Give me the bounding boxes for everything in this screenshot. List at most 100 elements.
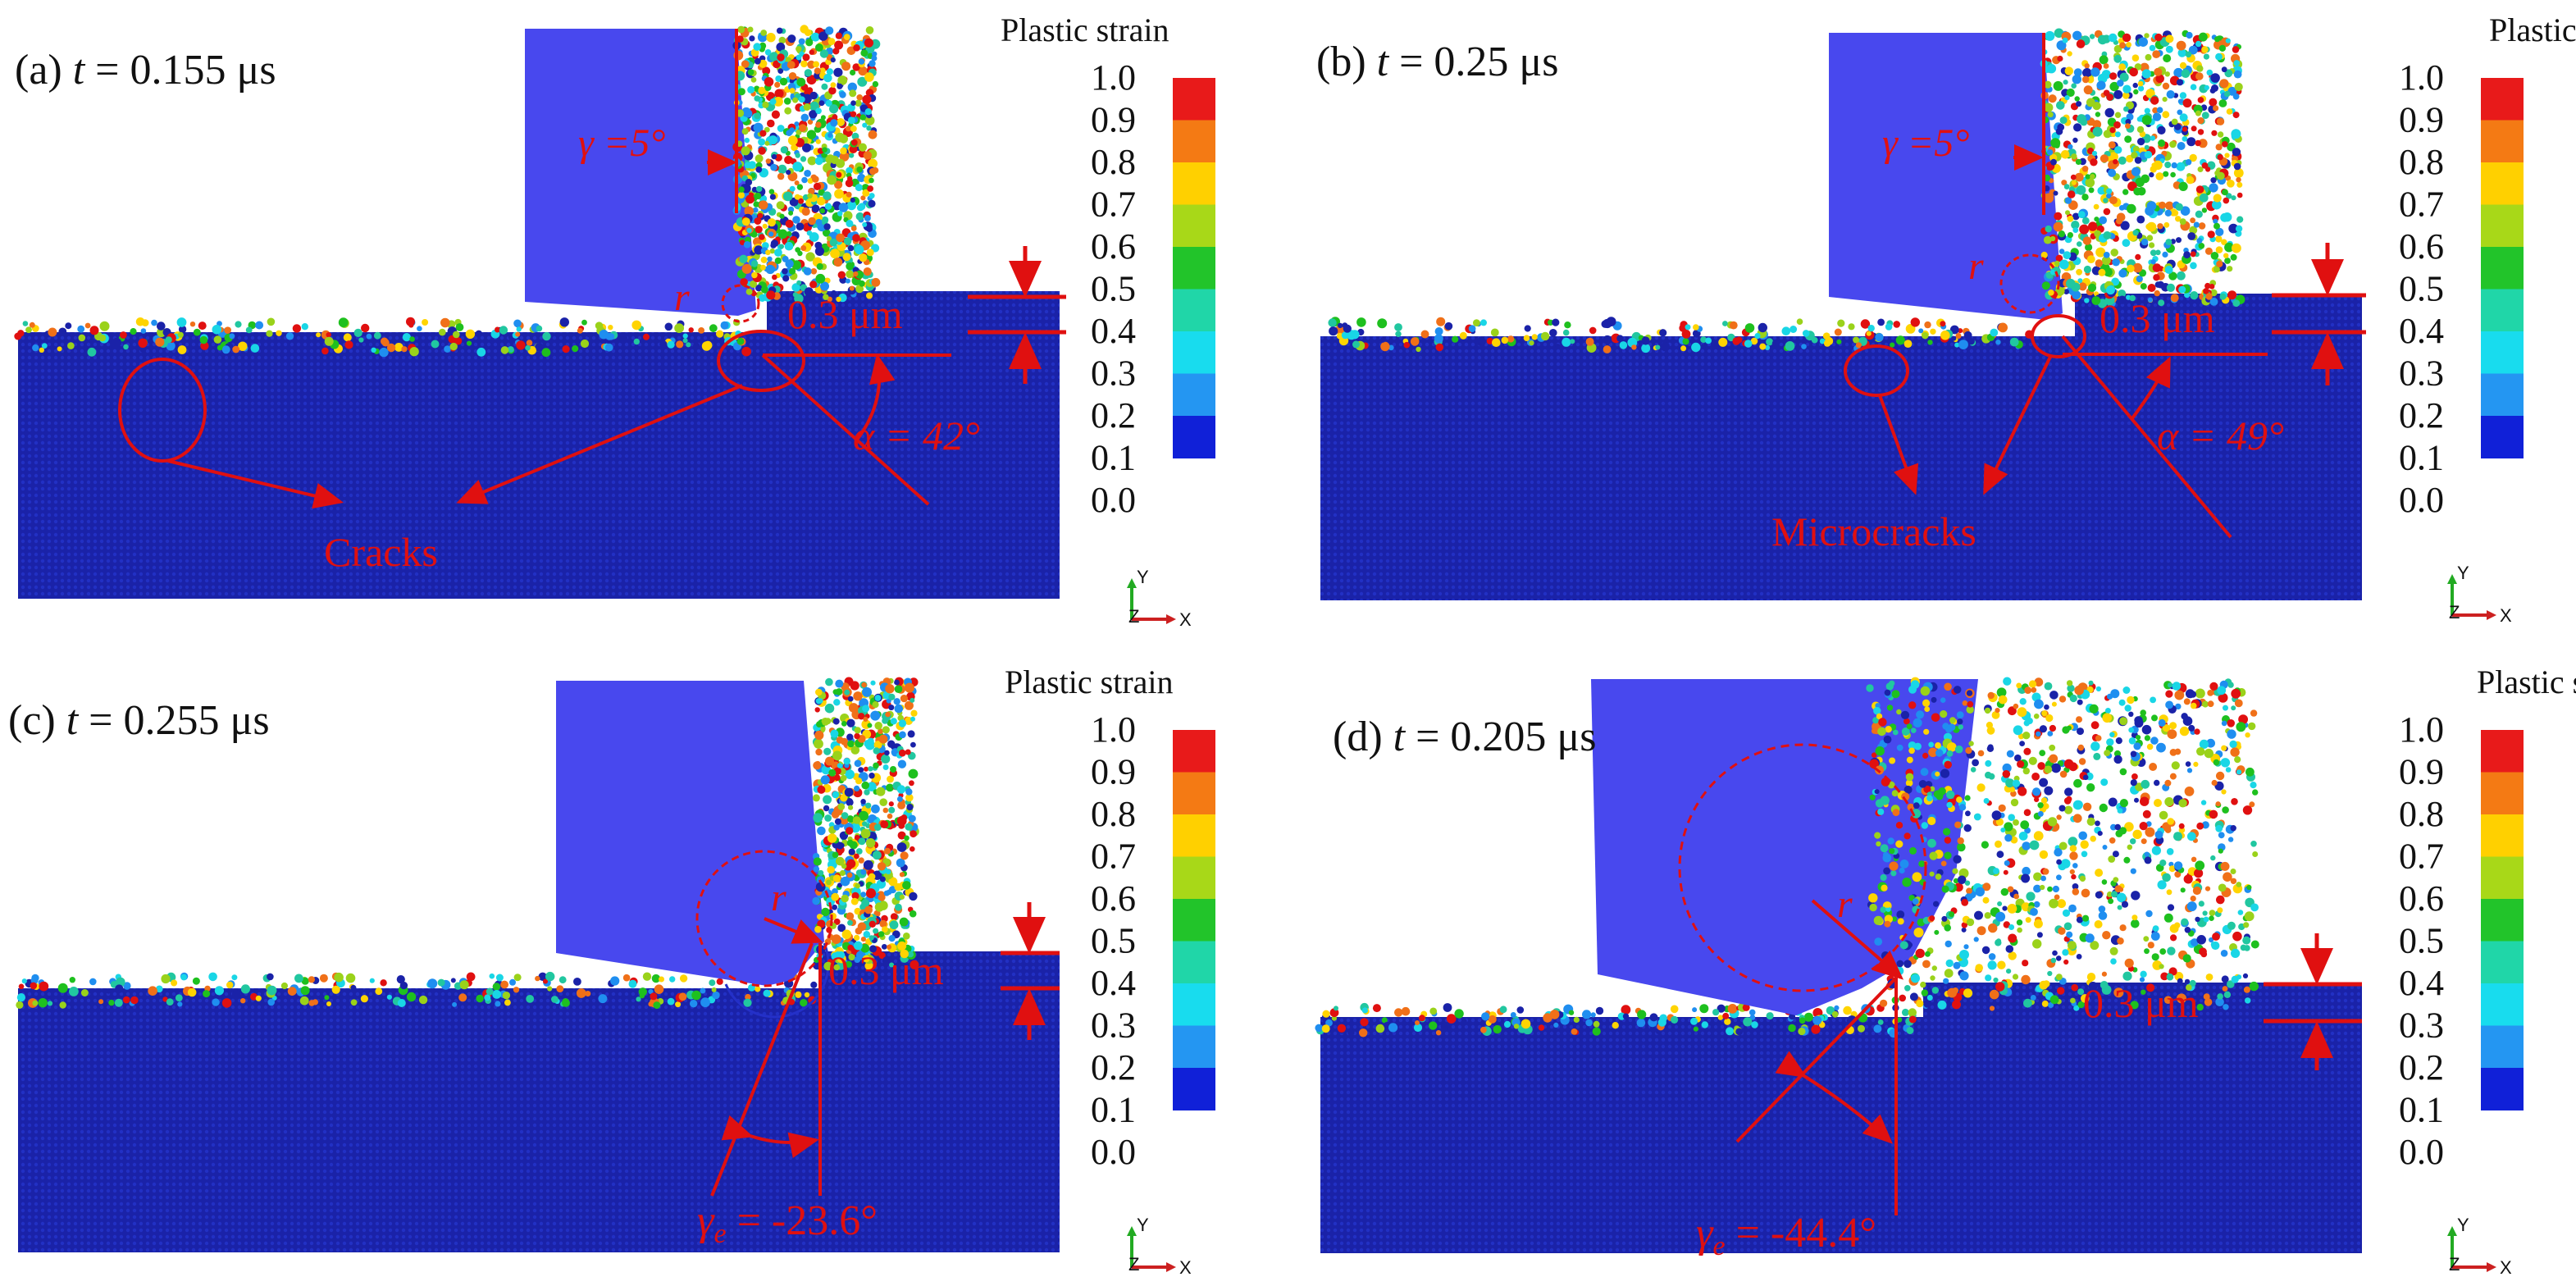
atom-particle <box>1904 832 1911 840</box>
atom-particle <box>843 758 850 765</box>
atom-particle <box>804 287 814 297</box>
atom-particle <box>2232 93 2240 100</box>
atom-particle <box>2028 680 2037 688</box>
atom-particle <box>2002 770 2011 778</box>
atom-particle <box>1908 1015 1917 1024</box>
atom-particle <box>910 716 915 722</box>
atom-particle <box>845 179 854 188</box>
atom-particle <box>2236 974 2242 980</box>
atom-particle <box>2088 680 2094 686</box>
atom-particle <box>1880 999 1888 1007</box>
atom-particle <box>2020 820 2030 830</box>
atom-particle <box>2059 770 2068 778</box>
atom-particle <box>345 973 356 983</box>
atom-particle <box>795 991 802 998</box>
crack-arrow-edge-b <box>1983 356 2052 495</box>
atom-particle <box>177 345 187 354</box>
atom-particle <box>850 197 855 203</box>
atom-particle <box>1944 682 1952 691</box>
atom-particle <box>2066 931 2073 938</box>
atom-particle <box>868 199 876 207</box>
atom-particle <box>2023 747 2031 755</box>
atom-particle <box>331 985 340 994</box>
atom-particle <box>2096 80 2106 90</box>
atom-particle <box>2101 256 2111 266</box>
atom-particle <box>814 925 822 933</box>
atom-particle <box>628 979 637 988</box>
atom-particle <box>745 993 751 1001</box>
atom-particle <box>2213 218 2218 224</box>
atom-particle <box>1959 950 1969 960</box>
atom-particle <box>2114 131 2121 138</box>
atom-particle <box>2017 707 2027 718</box>
atom-particle <box>1895 335 1905 345</box>
atom-particle <box>815 121 822 128</box>
atom-particle <box>852 816 861 824</box>
atom-particle <box>2119 72 2129 82</box>
atom-particle <box>777 172 785 180</box>
atom-particle <box>2036 731 2041 737</box>
atom-particle <box>69 987 79 996</box>
atom-particle <box>872 80 879 88</box>
atom-particle <box>1705 337 1712 344</box>
atom-particle <box>2157 125 2166 135</box>
atom-particle <box>2102 845 2108 850</box>
colorbar-segment <box>2481 373 2524 417</box>
atom-particle <box>1359 1028 1368 1037</box>
atom-particle <box>1443 1003 1452 1012</box>
atom-particle <box>1924 321 1931 329</box>
atom-particle <box>2118 63 2127 71</box>
atom-particle <box>1837 319 1845 327</box>
atom-particle <box>889 920 899 930</box>
atom-particle <box>2131 773 2138 780</box>
atom-particle <box>2191 856 2197 863</box>
atom-particle <box>551 996 559 1003</box>
shear-angle-label-b: α = 49° <box>2157 413 2284 458</box>
atom-particle <box>2132 262 2143 273</box>
atom-particle <box>1507 335 1515 343</box>
atom-particle <box>881 944 887 950</box>
atom-particle <box>1523 335 1530 342</box>
atom-particle <box>864 905 873 914</box>
colorbar-segment <box>2481 416 2524 458</box>
atom-particle <box>2117 80 2124 87</box>
atom-particle <box>2146 743 2154 750</box>
atom-particle <box>741 60 750 68</box>
atom-particle <box>2173 67 2183 78</box>
atom-particle <box>1468 325 1476 333</box>
atom-particle <box>2175 216 2182 222</box>
atom-particle <box>2130 868 2136 874</box>
atom-particle <box>2131 166 2141 176</box>
atom-particle <box>1990 328 1999 337</box>
atom-particle <box>139 346 147 353</box>
atom-particle <box>862 221 868 227</box>
atom-particle <box>2184 292 2191 299</box>
atom-particle <box>905 749 911 755</box>
atom-particle <box>16 1001 24 1009</box>
atom-particle <box>1889 861 1899 871</box>
atom-particle <box>910 846 915 852</box>
atom-particle <box>884 750 890 756</box>
atom-particle <box>2132 230 2139 236</box>
atom-particle <box>850 69 856 76</box>
atom-particle <box>1929 915 1935 922</box>
atom-particle <box>1796 318 1803 326</box>
atom-particle <box>862 122 868 128</box>
atom-particle <box>2085 243 2093 252</box>
edge-radius-circle-a <box>721 284 760 323</box>
atom-particle <box>744 162 751 169</box>
atom-particle <box>1929 851 1938 860</box>
atom-particle <box>2232 148 2241 157</box>
atom-particle <box>1552 318 1560 326</box>
atom-particle <box>2103 198 2109 203</box>
atom-particle <box>848 953 855 961</box>
colorbar-tick-label: 0.0 <box>2399 1132 2444 1172</box>
atom-particle <box>1883 735 1892 744</box>
atom-particle <box>2203 916 2209 923</box>
atom-particle <box>1877 1019 1884 1025</box>
atom-particle <box>2132 82 2138 89</box>
atom-particle <box>864 116 875 125</box>
atom-particle <box>2136 215 2145 224</box>
atom-particle <box>2204 748 2214 759</box>
machined-surface-particles-c <box>16 971 818 1010</box>
